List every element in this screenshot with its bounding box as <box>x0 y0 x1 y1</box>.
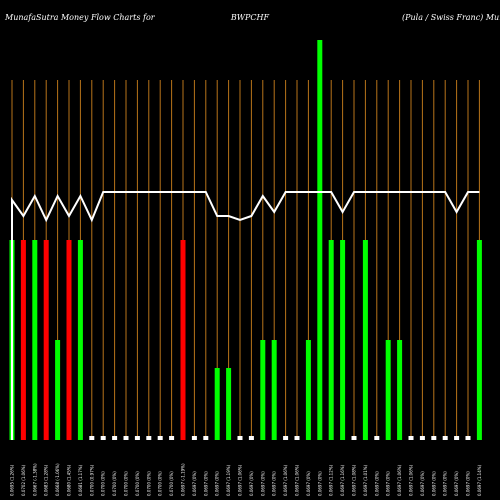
bar <box>397 340 403 440</box>
x-tick-label: 0.0683 (1.28%) <box>44 464 49 496</box>
x-tick-label: 0.0697 (1.06%) <box>238 464 243 496</box>
x-tick-label: 0.0697 (0%) <box>386 471 391 496</box>
bar <box>66 240 72 440</box>
money-flow-line <box>11 191 480 440</box>
bar <box>43 240 49 440</box>
x-tick-label: 0.0697 (1.16%) <box>340 464 345 496</box>
x-tick-label: 0.0668 (-1.06%) <box>55 463 60 496</box>
bar <box>123 436 129 440</box>
bar <box>454 436 460 440</box>
x-tick-label: 0.0700 (0%) <box>135 471 140 496</box>
header-left: MunafaSutra Money Flow Charts for <box>4 13 156 22</box>
x-tick-label: 0.0667 (-1.38%) <box>32 463 37 496</box>
bar <box>351 436 357 440</box>
bar <box>112 436 118 440</box>
bar <box>32 240 38 440</box>
x-tick-label: 0.0697 (0%) <box>431 471 436 496</box>
x-tick-label: 0.0681 (1.17%) <box>78 464 83 496</box>
x-tick-label: 0.0697 (0%) <box>249 471 254 496</box>
bar <box>408 436 414 440</box>
x-tick-label: 0.0702 (1.06%) <box>21 464 26 496</box>
x-tick-label: 0.0700 (0.97%) <box>89 464 94 496</box>
bar <box>442 436 448 440</box>
x-tick-label: 0.0697 (0%) <box>420 471 425 496</box>
bar <box>134 436 140 440</box>
bar <box>419 436 425 440</box>
bar <box>294 436 300 440</box>
bar <box>191 436 197 440</box>
bar <box>476 240 482 440</box>
bar <box>340 240 346 440</box>
bar <box>283 436 289 440</box>
x-tick-label: 0.0697 (0%) <box>306 471 311 496</box>
bar <box>328 240 334 440</box>
x-tick-label: 0.0697 (0%) <box>203 471 208 496</box>
bar <box>157 436 163 440</box>
x-tick-label: 0.0700 (0%) <box>169 471 174 496</box>
x-tick-label: 0.0700 (0%) <box>101 471 106 496</box>
x-tick-label: 0.0700 (0%) <box>146 471 151 496</box>
x-tick-label: 0.0700 (0%) <box>158 471 163 496</box>
bar <box>317 40 323 440</box>
bar <box>89 436 95 440</box>
bar <box>20 240 26 440</box>
bar <box>214 368 220 440</box>
header-right: (Pula / Swiss Franc) MunafaSutra.com <box>402 13 500 22</box>
bar <box>169 436 175 440</box>
x-tick-label: 0.0700 (0%) <box>112 471 117 496</box>
bar <box>260 340 266 440</box>
bar <box>431 436 437 440</box>
bar <box>237 436 243 440</box>
x-tick-label: 0.0697 (1.06%) <box>283 464 288 496</box>
x-tick-labels: 0.0695 (1.26%) 0.0702 (1.06%) 0.0667 (-1.3… <box>10 463 482 496</box>
x-tick-label: 0.0697 (0%) <box>215 471 220 496</box>
bar <box>100 436 106 440</box>
x-tick-label: 0.0697 (0%) <box>374 471 379 496</box>
bar <box>55 340 61 440</box>
bar <box>305 340 311 440</box>
x-tick-label: 0.0695 (1.26%) <box>10 464 15 496</box>
bar <box>146 436 152 440</box>
x-tick-label: 0.0697 (1.01%) <box>363 464 368 496</box>
bar <box>180 240 186 440</box>
x-tick-label: 0.0697 (1.14%) <box>477 464 482 496</box>
bar <box>77 240 83 440</box>
x-tick-label: 0.0697 (0%) <box>192 471 197 496</box>
x-tick-label: 0.0697 (0%) <box>272 471 277 496</box>
x-tick-label: 0.0697 (-1.19%) <box>181 463 186 496</box>
bar <box>385 340 391 440</box>
x-tick-label: 0.0697 (1.19%) <box>226 464 231 496</box>
x-tick-label: 0.0697 (1.08%) <box>352 464 357 496</box>
x-tick-label: 0.0697 (0%) <box>454 471 459 496</box>
header-center: BWPCHF <box>230 13 270 22</box>
x-tick-label: 0.0697 (1.06%) <box>409 464 414 496</box>
bar <box>203 436 209 440</box>
x-tick-label: 0.0697 (0%) <box>317 471 322 496</box>
bar <box>465 436 471 440</box>
bar <box>248 436 254 440</box>
x-tick-label: 0.0700 (0%) <box>124 471 129 496</box>
x-tick-label: 0.0680 (1.45%) <box>67 464 72 496</box>
x-tick-label: 0.0697 (1.12%) <box>329 464 334 496</box>
x-tick-label: 0.0697 (0%) <box>443 471 448 496</box>
bar <box>226 368 232 440</box>
x-tick-label: 0.0697 (0%) <box>260 471 265 496</box>
bar <box>271 340 277 440</box>
x-tick-label: 0.0697 (0%) <box>466 471 471 496</box>
bar <box>362 240 368 440</box>
x-tick-label: 0.0697 (1.06%) <box>397 464 402 496</box>
x-tick-label: 0.0697 (1.06%) <box>295 464 300 496</box>
bar <box>374 436 380 440</box>
